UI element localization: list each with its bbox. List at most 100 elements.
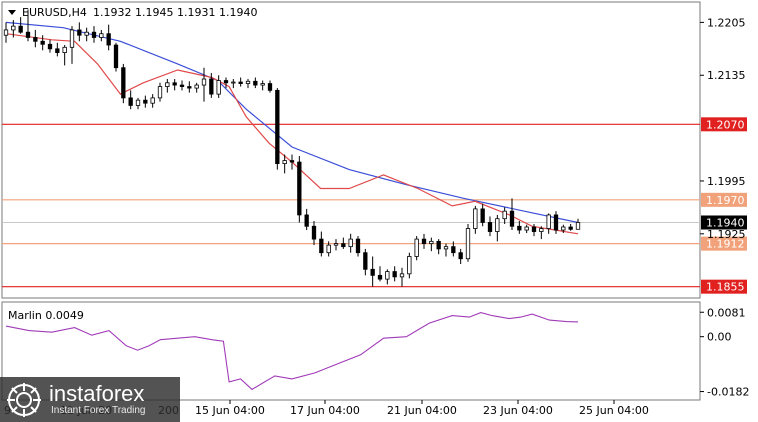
current-price-label: 1.1940 bbox=[706, 216, 745, 229]
candle-body bbox=[84, 31, 89, 36]
candle-body bbox=[311, 225, 317, 240]
marlin-oscillator: Marlin 0.0049 bbox=[5, 309, 579, 391]
candle-body bbox=[341, 243, 346, 248]
candle-body bbox=[297, 161, 302, 216]
chevron-down-icon[interactable] bbox=[8, 10, 16, 15]
level-label: 1.1970 bbox=[706, 194, 745, 207]
instaforex-watermark: instaforex Instant Forex Trading bbox=[0, 377, 180, 422]
candle-body bbox=[260, 83, 265, 86]
oscillator-title: Marlin 0.0049 bbox=[8, 309, 84, 322]
candle-body bbox=[121, 67, 126, 99]
candle-body bbox=[348, 238, 353, 248]
level-label: 1.2070 bbox=[706, 118, 745, 131]
candle-body bbox=[40, 40, 45, 45]
candle-body bbox=[443, 246, 449, 250]
candle-body bbox=[304, 214, 309, 227]
osc-tick-label: -0.0182 bbox=[707, 386, 749, 399]
candle-body bbox=[128, 97, 133, 106]
candle-body bbox=[106, 33, 111, 46]
horizontal-levels[interactable]: 1.2070 1.1970 1.1912 1.1855 1.1940 bbox=[2, 117, 747, 294]
chart-frame bbox=[1, 1, 701, 401]
candle-body bbox=[77, 29, 82, 36]
candle-body bbox=[55, 48, 60, 53]
candle-body bbox=[143, 99, 148, 104]
candle-body bbox=[363, 252, 368, 270]
price-tick-label: 1.2135 bbox=[707, 69, 746, 82]
candle-body bbox=[187, 86, 192, 89]
candle-body bbox=[480, 208, 485, 223]
candle-body bbox=[392, 271, 397, 278]
candle-body bbox=[47, 43, 53, 50]
candle-body bbox=[524, 226, 529, 231]
candle-body bbox=[99, 33, 104, 38]
candle-body bbox=[575, 222, 581, 230]
candle-body bbox=[113, 44, 119, 69]
candle-body bbox=[414, 238, 419, 257]
oscillator-pane-border bbox=[1, 301, 701, 401]
ma-slow-line bbox=[5, 21, 579, 224]
candle-body bbox=[150, 97, 155, 104]
candle-body bbox=[223, 80, 229, 84]
candle-body bbox=[165, 82, 170, 87]
candle-body bbox=[18, 25, 23, 33]
level-badge bbox=[701, 279, 747, 294]
candle-body bbox=[429, 240, 434, 245]
level-label: 1.1855 bbox=[706, 281, 745, 294]
candle-body bbox=[399, 273, 405, 278]
candle-series bbox=[3, 9, 581, 287]
candle-body bbox=[495, 218, 500, 232]
ma-fast-line bbox=[5, 33, 579, 235]
candle-body bbox=[135, 99, 141, 106]
candle-body bbox=[238, 81, 243, 84]
oscillator-line bbox=[5, 312, 579, 391]
candle-body bbox=[319, 238, 324, 254]
candle-body bbox=[517, 225, 522, 231]
candle-body bbox=[531, 226, 537, 232]
candle-body bbox=[436, 240, 441, 250]
candle-body bbox=[539, 228, 544, 232]
candle-body bbox=[333, 243, 339, 246]
candle-body bbox=[502, 210, 507, 220]
candle-body bbox=[282, 160, 287, 164]
candle-body bbox=[172, 82, 177, 86]
time-tick-label: 17 Jun 04:00 bbox=[290, 404, 360, 417]
candle-body bbox=[289, 160, 295, 163]
candle-body bbox=[179, 84, 185, 87]
level-badge bbox=[701, 117, 747, 132]
candle-body bbox=[487, 222, 493, 232]
level-label: 1.1912 bbox=[706, 238, 745, 251]
price-tick-label: 1.2205 bbox=[707, 16, 746, 29]
candle-body bbox=[385, 271, 390, 280]
candle-body bbox=[231, 81, 236, 84]
moving-averages bbox=[5, 21, 579, 235]
candle-body bbox=[91, 31, 97, 38]
candle-body bbox=[245, 80, 251, 84]
candle-body bbox=[451, 246, 456, 254]
candle-body bbox=[157, 86, 163, 99]
candle-body bbox=[421, 238, 427, 245]
candle-body bbox=[407, 256, 412, 275]
candle-body bbox=[355, 238, 361, 254]
time-tick-label: 25 Jun 04:00 bbox=[579, 404, 649, 417]
current-price-badge bbox=[701, 215, 747, 230]
candle-body bbox=[553, 214, 559, 231]
time-tick-label: 23 Jun 04:00 bbox=[483, 404, 553, 417]
candle-body bbox=[377, 274, 383, 280]
candle-body bbox=[33, 37, 38, 42]
watermark-tagline: Instant Forex Trading bbox=[51, 404, 146, 416]
price-tick-label: 1.1925 bbox=[707, 228, 746, 241]
osc-tick-label: 0.0081 bbox=[707, 306, 746, 319]
time-tick-label: 21 Jun 04:00 bbox=[387, 404, 457, 417]
candle-body bbox=[25, 31, 31, 38]
time-tick-label: 15 Jun 04:00 bbox=[195, 404, 265, 417]
candle-body bbox=[473, 208, 478, 229]
candle-body bbox=[3, 29, 9, 36]
candle-body bbox=[458, 252, 463, 260]
candle-body bbox=[275, 89, 280, 164]
candle-body bbox=[326, 244, 331, 254]
symbol-label: EURUSD,H4 bbox=[22, 6, 87, 19]
candle-body bbox=[561, 226, 566, 231]
price-tick-label: 1.1995 bbox=[707, 175, 746, 188]
ohlc-values: 1.1932 1.1945 1.1931 1.1940 bbox=[93, 6, 257, 19]
